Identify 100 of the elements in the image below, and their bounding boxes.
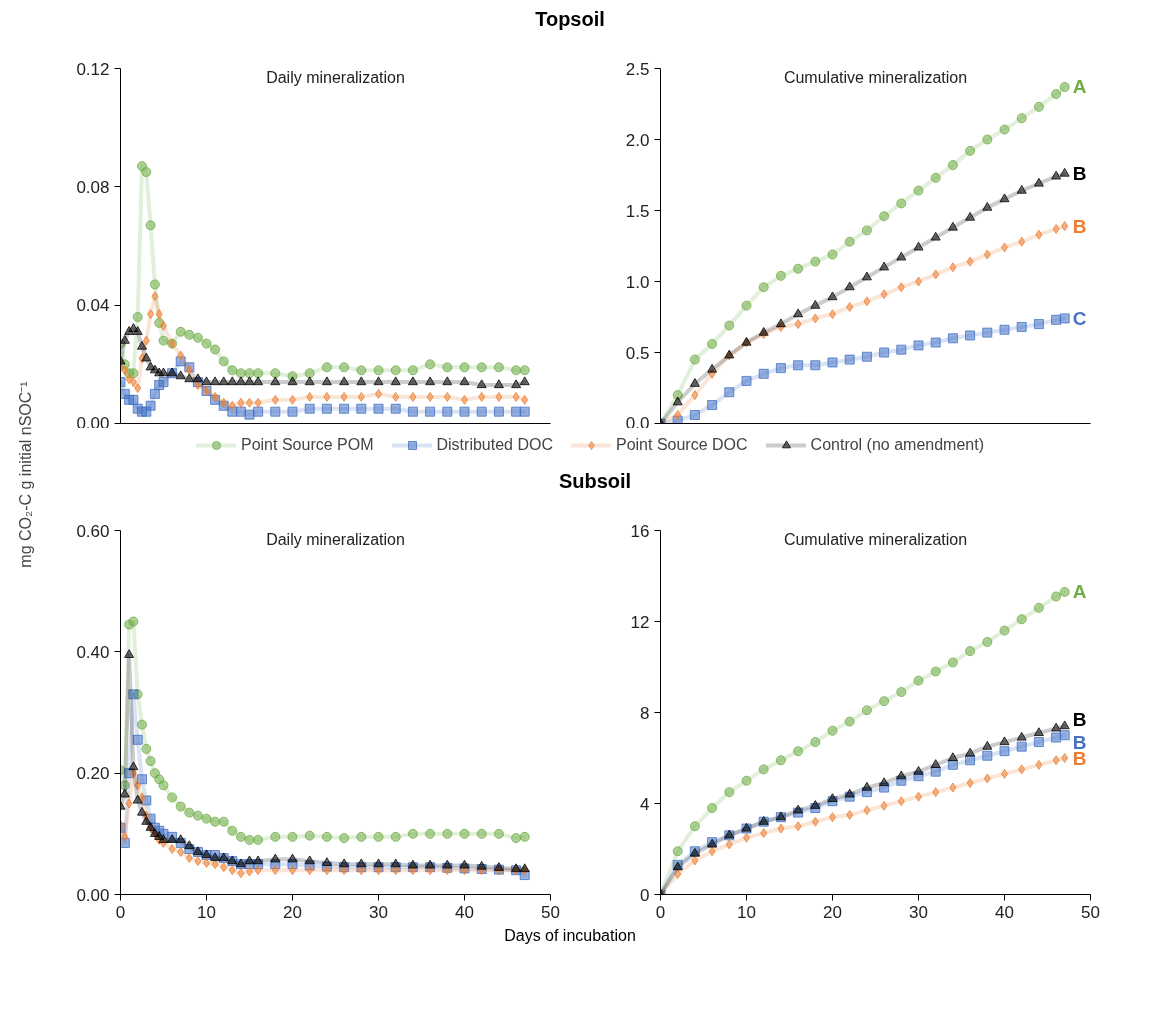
point bbox=[827, 793, 838, 803]
point bbox=[227, 376, 238, 386]
x-tick-label: 30 bbox=[909, 902, 928, 922]
point bbox=[1033, 727, 1044, 737]
point bbox=[1018, 764, 1026, 775]
point bbox=[125, 374, 133, 385]
point bbox=[775, 318, 786, 328]
point bbox=[476, 406, 487, 417]
x-tick-label: 50 bbox=[1081, 902, 1100, 922]
point bbox=[879, 777, 890, 787]
point bbox=[708, 846, 716, 857]
point bbox=[476, 362, 487, 373]
point bbox=[210, 816, 221, 827]
point bbox=[459, 406, 470, 417]
point bbox=[811, 313, 819, 324]
point bbox=[775, 363, 786, 374]
point bbox=[128, 394, 139, 405]
point bbox=[287, 406, 298, 417]
point bbox=[340, 391, 348, 402]
point bbox=[947, 160, 958, 171]
point bbox=[373, 376, 384, 386]
point bbox=[844, 354, 855, 365]
point bbox=[982, 134, 993, 145]
point bbox=[493, 828, 504, 839]
y-tick-label: 1.0 bbox=[625, 272, 650, 292]
point bbox=[270, 376, 281, 386]
point bbox=[476, 828, 487, 839]
point bbox=[244, 409, 255, 420]
x-tick-label: 10 bbox=[737, 902, 756, 922]
y-tick-label: 0.0 bbox=[625, 413, 650, 433]
point bbox=[141, 743, 152, 754]
point bbox=[425, 376, 436, 386]
point bbox=[459, 376, 470, 386]
point bbox=[493, 862, 504, 871]
point bbox=[913, 765, 924, 775]
point bbox=[966, 778, 974, 789]
point bbox=[235, 376, 246, 386]
y-tick-label: 4 bbox=[640, 794, 650, 814]
point bbox=[793, 746, 804, 757]
point bbox=[218, 356, 229, 367]
point bbox=[390, 376, 401, 386]
point bbox=[1051, 314, 1062, 325]
point bbox=[844, 281, 855, 291]
point bbox=[149, 388, 160, 399]
point bbox=[947, 221, 958, 231]
point bbox=[194, 856, 202, 867]
point bbox=[323, 391, 331, 402]
point bbox=[373, 858, 384, 868]
y-tick-label: 2.0 bbox=[625, 130, 650, 150]
point bbox=[983, 249, 991, 260]
point bbox=[237, 397, 245, 408]
annotation: B bbox=[1072, 731, 1087, 753]
x-tick-label: 20 bbox=[823, 902, 842, 922]
point bbox=[442, 376, 453, 386]
point bbox=[741, 375, 752, 386]
point bbox=[495, 391, 503, 402]
point bbox=[689, 378, 700, 387]
point bbox=[459, 859, 470, 869]
annotation: B bbox=[1072, 215, 1087, 237]
point bbox=[810, 256, 821, 267]
point bbox=[210, 376, 221, 386]
point bbox=[1051, 591, 1062, 602]
x-tick-label: 50 bbox=[541, 902, 560, 922]
point bbox=[846, 302, 854, 313]
point bbox=[356, 376, 367, 386]
point bbox=[1059, 167, 1070, 177]
point bbox=[235, 831, 246, 842]
point bbox=[141, 352, 152, 362]
y-tick-label: 0.5 bbox=[625, 343, 650, 363]
point bbox=[827, 357, 838, 368]
point bbox=[177, 847, 185, 858]
point bbox=[1059, 313, 1070, 324]
point bbox=[145, 361, 156, 371]
point bbox=[930, 666, 941, 677]
point bbox=[304, 855, 315, 865]
x-tick-label: 20 bbox=[283, 902, 302, 922]
y-tick-label: 16 bbox=[630, 521, 650, 541]
point bbox=[184, 373, 195, 383]
point bbox=[861, 271, 872, 281]
point bbox=[137, 806, 147, 816]
point bbox=[999, 324, 1010, 335]
x-tick-label: 30 bbox=[369, 902, 388, 922]
point bbox=[426, 391, 434, 402]
point bbox=[228, 865, 236, 876]
point bbox=[896, 198, 907, 209]
y-tick-label: 0.04 bbox=[76, 296, 110, 316]
point bbox=[930, 337, 941, 348]
point bbox=[844, 716, 855, 727]
point bbox=[511, 379, 522, 389]
point bbox=[321, 857, 332, 867]
point bbox=[228, 400, 236, 411]
point bbox=[175, 801, 186, 812]
point bbox=[407, 828, 418, 839]
point bbox=[304, 830, 315, 841]
point bbox=[689, 821, 700, 832]
point bbox=[741, 775, 752, 786]
point bbox=[425, 359, 436, 370]
point bbox=[175, 834, 186, 843]
point bbox=[237, 868, 245, 879]
point bbox=[932, 269, 940, 280]
